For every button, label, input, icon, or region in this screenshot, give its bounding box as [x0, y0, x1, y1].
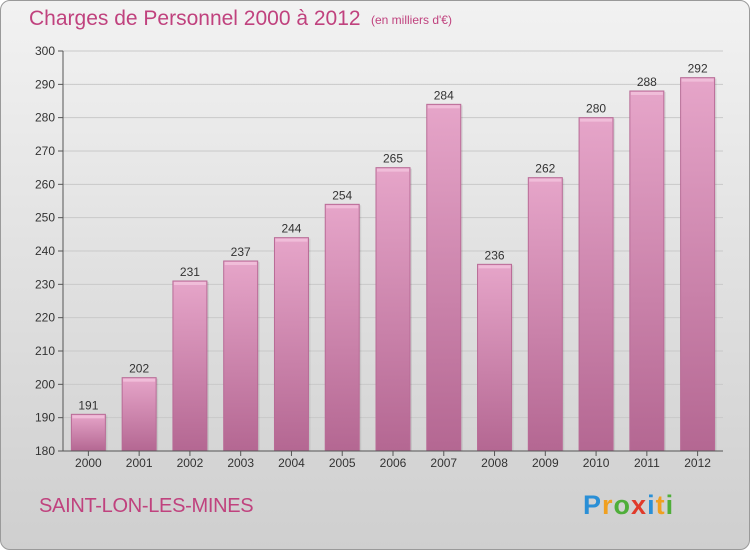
- bar-highlight: [326, 205, 359, 209]
- tick-label-x: 2000: [75, 456, 102, 470]
- tick-label-x: 2004: [278, 456, 305, 470]
- bar-highlight: [72, 415, 105, 419]
- bar-highlight: [478, 265, 511, 269]
- data-label: 191: [78, 398, 98, 412]
- data-label: 202: [129, 362, 149, 376]
- data-label: 244: [281, 222, 301, 236]
- tick-label-y: 220: [35, 311, 55, 325]
- bar: [578, 117, 614, 452]
- logo-letter: P: [583, 490, 603, 520]
- tick-label-y: 210: [35, 344, 55, 358]
- data-label: 288: [637, 75, 657, 89]
- logo-letter: i: [665, 490, 675, 520]
- bar-highlight: [123, 378, 156, 382]
- data-label: 237: [231, 245, 251, 259]
- tick-label-y: 280: [35, 111, 55, 125]
- axis-layer: 180 190 200 210 220 230 240 250 260 270 280 290 300 2…: [35, 44, 723, 470]
- tick-label-x: 2003: [227, 456, 254, 470]
- tick-label-y: 240: [35, 244, 55, 258]
- data-label: 284: [434, 88, 454, 102]
- tick-label-x: 2005: [329, 456, 356, 470]
- proxiti-logo: Proxiti: [583, 490, 674, 521]
- bar-highlight: [173, 282, 206, 285]
- tick-label-x: 2012: [684, 456, 711, 470]
- tick-label-y: 270: [35, 144, 55, 158]
- bar-highlight: [630, 92, 663, 95]
- tick-label-y: 250: [35, 211, 55, 225]
- logo-letter: r: [602, 490, 614, 520]
- logo-letter: x: [631, 490, 648, 520]
- tick-label-x: 2008: [481, 456, 508, 470]
- tick-label-x: 2007: [430, 456, 457, 470]
- tick-label-y: 230: [35, 277, 55, 291]
- tick-label-x: 2002: [177, 456, 204, 470]
- tick-label-x: 2010: [583, 456, 610, 470]
- tick-label-x: 2001: [126, 456, 153, 470]
- logo-letter: i: [647, 490, 656, 520]
- bar-highlight: [427, 105, 460, 109]
- data-label: 292: [688, 62, 708, 76]
- tick-label-y: 290: [35, 77, 55, 91]
- bar-highlight: [224, 262, 257, 265]
- bar-layer: [70, 77, 717, 452]
- bar: [121, 377, 157, 452]
- tick-label-x: 2006: [380, 456, 407, 470]
- bar: [223, 260, 259, 452]
- data-label: 236: [485, 248, 505, 262]
- label-layer: 191 202 231 237 244 254 265 284 236 262 280 288 292: [78, 62, 708, 413]
- logo-letter: t: [655, 490, 666, 520]
- tick-label-y: 190: [35, 411, 55, 425]
- tick-label-x: 2011: [634, 456, 660, 470]
- bar-highlight: [529, 178, 562, 182]
- bar: [273, 237, 309, 452]
- bar: [70, 413, 106, 452]
- data-label: 265: [383, 152, 403, 166]
- bar: [680, 77, 716, 452]
- tick-label-y: 300: [35, 44, 55, 58]
- commune-name: SAINT-LON-LES-MINES: [39, 495, 254, 517]
- data-label: 231: [180, 265, 200, 279]
- bar: [324, 203, 360, 452]
- data-label: 262: [535, 162, 555, 176]
- bar-highlight: [580, 118, 613, 122]
- chart-title: Charges de Personnel 2000 à 2012: [29, 7, 361, 30]
- bar: [629, 90, 665, 452]
- bar-highlight: [275, 238, 308, 242]
- tick-label-y: 180: [35, 444, 55, 458]
- bar: [477, 263, 513, 452]
- logo-letter: o: [613, 490, 632, 520]
- tick-label-y: 200: [35, 377, 55, 391]
- data-label: 254: [332, 188, 352, 202]
- bar: [426, 103, 462, 452]
- bar-highlight: [681, 78, 714, 82]
- bar: [172, 280, 208, 452]
- tick-label-x: 2009: [532, 456, 559, 470]
- chart-subtitle: (en milliers d'€): [371, 13, 452, 27]
- bar-highlight: [377, 168, 409, 172]
- data-label: 280: [586, 102, 606, 116]
- tick-label-y: 260: [35, 177, 55, 191]
- bar: [375, 167, 411, 452]
- bar: [527, 177, 563, 452]
